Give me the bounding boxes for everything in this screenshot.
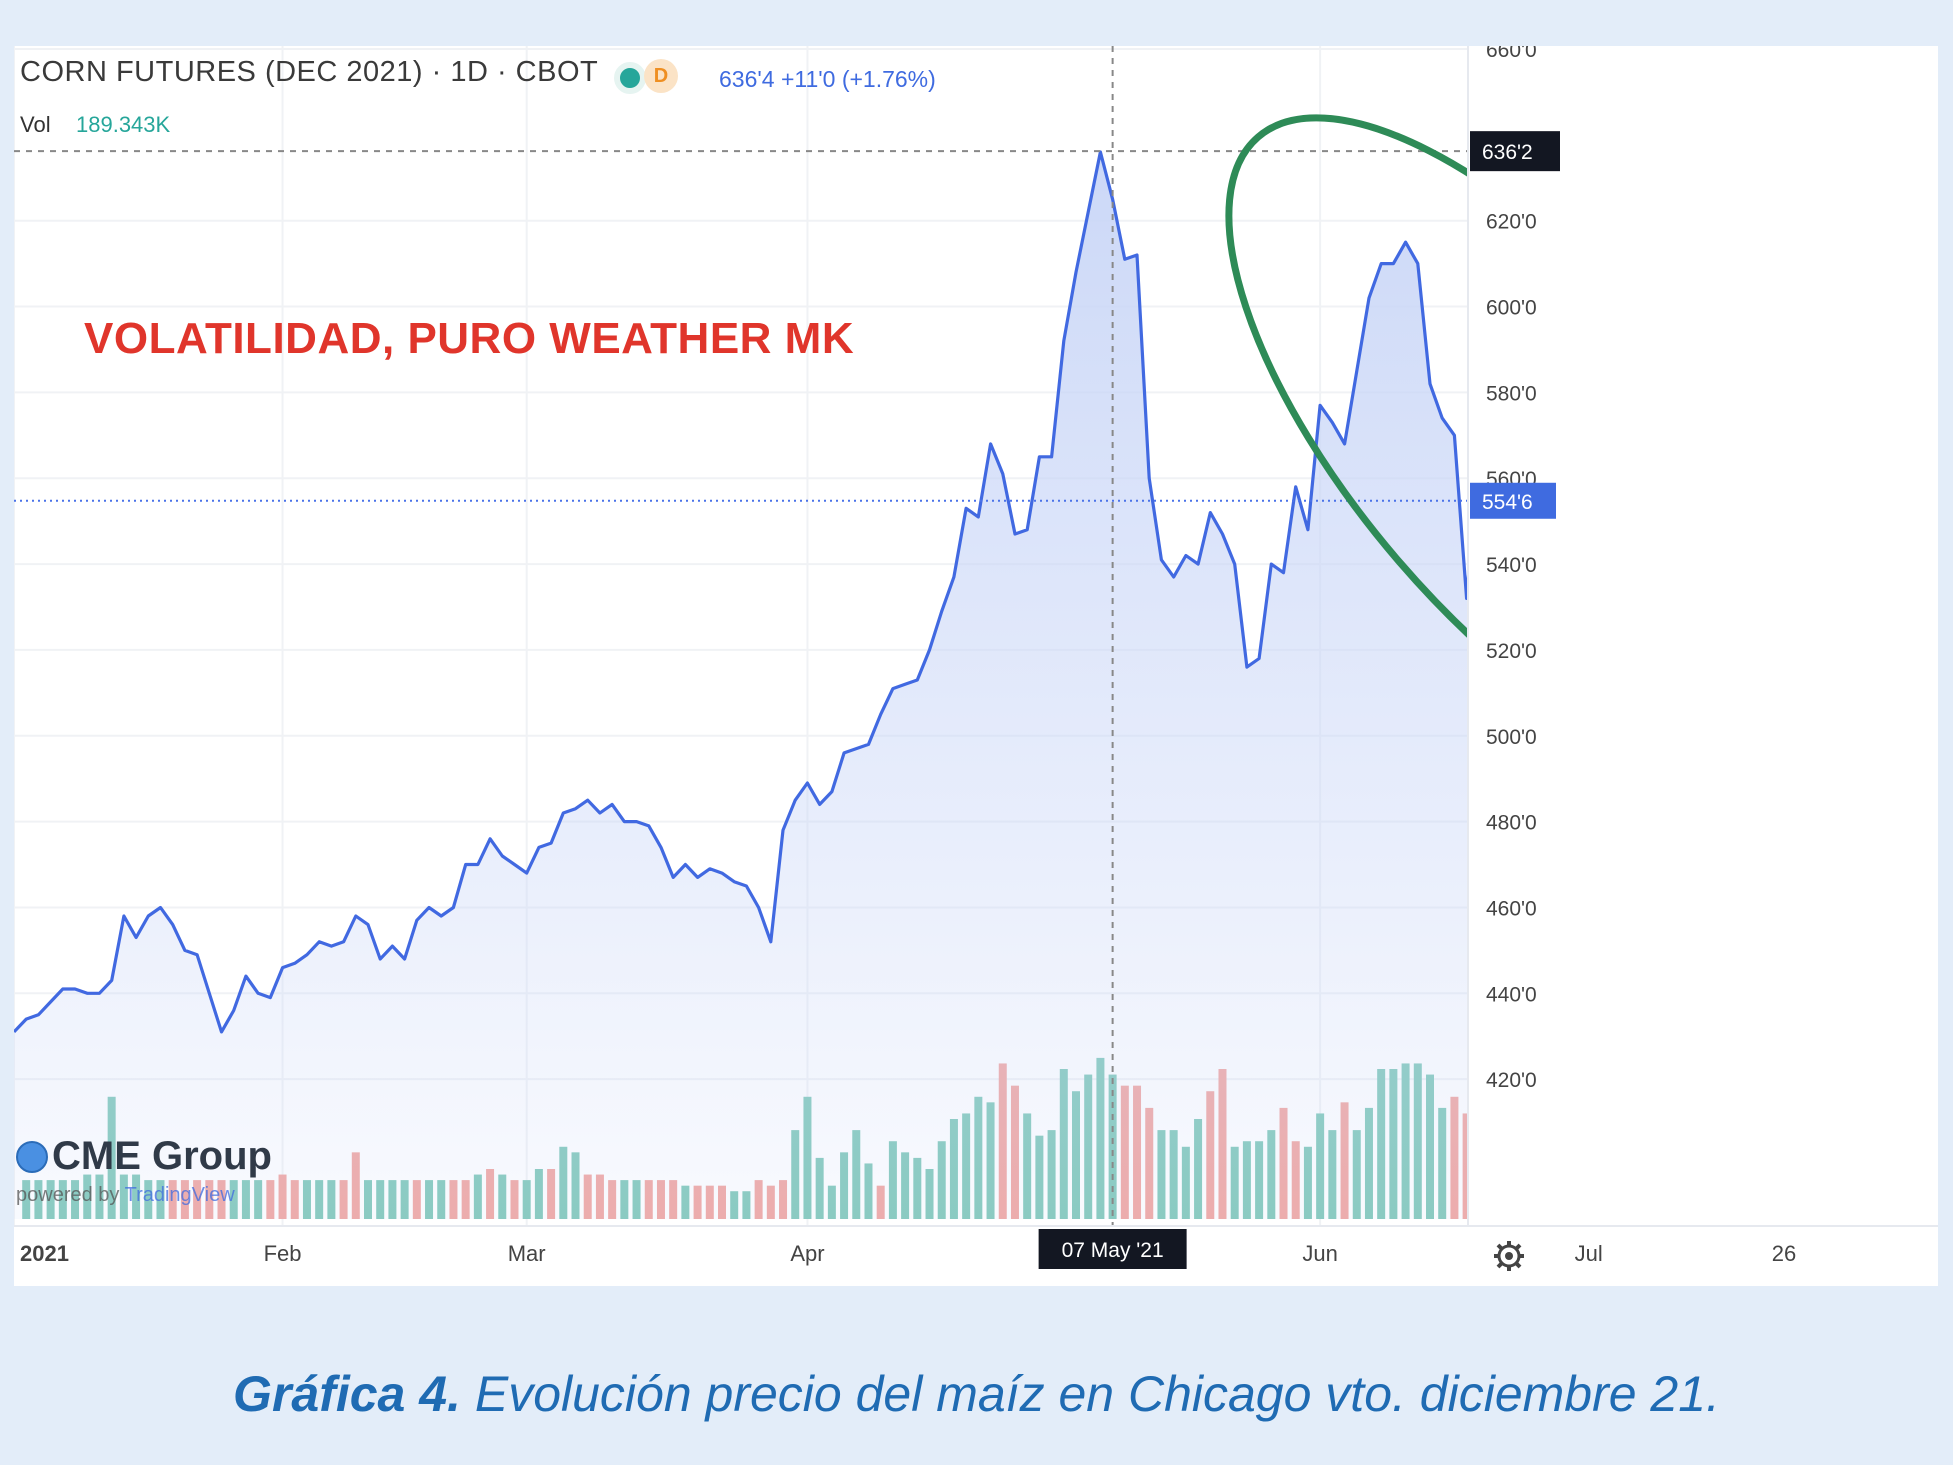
crosshair bbox=[14, 46, 1468, 1226]
powered-by-tradingview[interactable]: powered by TradingView bbox=[16, 1184, 235, 1207]
crosshair-date-label: 07 May '21 bbox=[1062, 1239, 1164, 1262]
price-area-fill bbox=[14, 152, 1711, 1219]
last-price-label: 554'6 bbox=[1482, 491, 1533, 514]
y-tick-label: 420'0 bbox=[1486, 1069, 1537, 1092]
y-tick-label: 600'0 bbox=[1486, 297, 1537, 320]
axis-markers: 07 May '21 636'2 554'6 bbox=[1038, 131, 1560, 1269]
caption-label: Gráfica 4. bbox=[233, 1366, 461, 1422]
figure-caption: Gráfica 4. Evolución precio del maíz en … bbox=[0, 1365, 1953, 1423]
interval-badge[interactable]: D bbox=[644, 59, 678, 93]
x-tick-label: Apr bbox=[790, 1241, 824, 1266]
globe-icon bbox=[16, 1140, 48, 1173]
chart-frame: 420'0 440'0 460'0 480'0 500'0 520'0 540'0 560'0… bbox=[14, 46, 1938, 1286]
x-tick-label: Jun bbox=[1302, 1241, 1337, 1266]
market-status-dot-icon bbox=[614, 62, 646, 94]
x-tick-label: 26 bbox=[1772, 1241, 1796, 1266]
cme-group-logo: CME Group bbox=[16, 1134, 272, 1179]
y-tick-label: 520'0 bbox=[1486, 640, 1537, 663]
y-tick-label: 440'0 bbox=[1486, 983, 1537, 1006]
last-price-marker bbox=[1470, 482, 1556, 519]
x-axis: 2021 Feb Mar Apr Jun Jul 26 bbox=[20, 1241, 1796, 1266]
price-change-readout: 636'4 +11'0 (+1.76%) bbox=[719, 66, 936, 92]
y-tick-label: 500'0 bbox=[1486, 726, 1537, 749]
logo-text: CME Group bbox=[52, 1134, 272, 1178]
price-scale-bg bbox=[1468, 46, 1938, 1286]
x-tick-label: Feb bbox=[264, 1241, 302, 1266]
crosshair-price-label: 636'2 bbox=[1482, 141, 1533, 164]
y-tick-label: 460'0 bbox=[1486, 897, 1537, 920]
tradingview-name: TradingView bbox=[124, 1184, 235, 1206]
y-tick-label: 480'0 bbox=[1486, 812, 1537, 835]
chart-annotation: VOLATILIDAD, PURO WEATHER MK bbox=[84, 314, 855, 363]
price-chart[interactable]: 420'0440'0460'0480'0500'0520'0540'0560'0… bbox=[14, 46, 1938, 1286]
x-tick-label: Mar bbox=[508, 1241, 546, 1266]
y-tick-label: 660'0 bbox=[1486, 46, 1537, 62]
powered-by-prefix: powered by bbox=[16, 1184, 120, 1206]
settings-gear-icon[interactable] bbox=[1494, 1241, 1524, 1271]
y-tick-label: 620'0 bbox=[1486, 211, 1537, 234]
crosshair-date-marker bbox=[1038, 1229, 1187, 1269]
volume-value: 189.343K bbox=[76, 112, 171, 137]
price-line bbox=[14, 150, 1713, 1034]
crosshair-price-marker bbox=[1470, 131, 1560, 172]
volume-label: Vol bbox=[20, 112, 51, 137]
caption-text: Evolución precio del maíz en Chicago vto… bbox=[460, 1366, 1720, 1422]
y-tick-label: 580'0 bbox=[1486, 382, 1537, 405]
x-tick-label: 2021 bbox=[20, 1241, 69, 1266]
y-tick-label: 540'0 bbox=[1486, 554, 1537, 577]
x-tick-label: Jul bbox=[1575, 1241, 1603, 1266]
symbol-title[interactable]: CORN FUTURES (DEC 2021) · 1D · CBOT bbox=[20, 56, 599, 88]
